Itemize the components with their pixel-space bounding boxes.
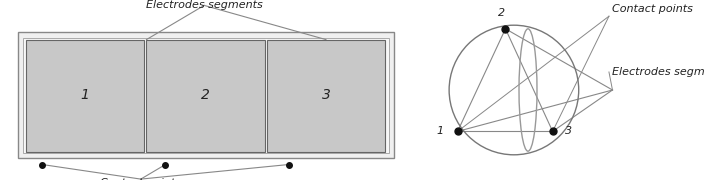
Text: 3: 3 [322, 88, 330, 102]
Text: 2: 2 [498, 8, 505, 18]
Bar [18, 32, 394, 158]
Text: 3: 3 [565, 126, 572, 136]
Bar [23, 38, 389, 153]
Bar [26, 40, 144, 152]
Text: Contact points: Contact points [612, 4, 693, 14]
Bar [267, 40, 385, 152]
Text: 1: 1 [81, 88, 89, 102]
Text: Contact points: Contact points [101, 178, 181, 180]
Text: Electrodes segments: Electrodes segments [146, 0, 263, 10]
Text: Electrodes segments: Electrodes segments [612, 67, 704, 77]
Bar [146, 40, 265, 152]
Text: 2: 2 [201, 88, 210, 102]
Text: 1: 1 [436, 126, 444, 136]
